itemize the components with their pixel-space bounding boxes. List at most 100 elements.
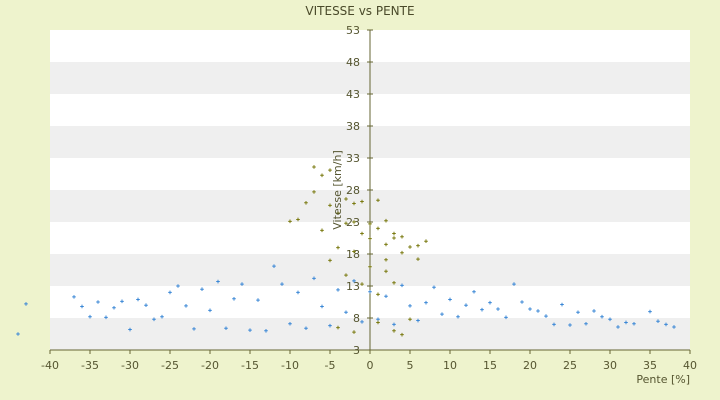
y-tick-label: 43 bbox=[346, 88, 360, 101]
data-point-series-1 bbox=[664, 322, 668, 327]
x-tick-label: 40 bbox=[683, 359, 697, 372]
chart-title: VITESSE vs PENTE bbox=[305, 4, 414, 18]
data-point-series-1 bbox=[536, 309, 540, 313]
data-point-series-1 bbox=[392, 322, 396, 327]
data-point-series-1 bbox=[552, 322, 556, 327]
x-tick-label: -30 bbox=[121, 359, 139, 372]
data-point-series-1 bbox=[16, 332, 20, 336]
data-point-series-2 bbox=[408, 317, 412, 322]
data-point-series-2 bbox=[376, 198, 380, 203]
x-tick-label: 15 bbox=[483, 359, 497, 372]
y-tick-label: 53 bbox=[346, 24, 360, 37]
data-point-series-1 bbox=[584, 321, 588, 326]
data-point-series-1 bbox=[304, 326, 308, 331]
x-tick-label: 35 bbox=[643, 359, 657, 372]
data-point-series-2 bbox=[368, 265, 372, 269]
y-tick-label: 18 bbox=[346, 248, 360, 261]
data-point-series-2 bbox=[384, 269, 388, 274]
data-point-series-2 bbox=[328, 168, 332, 172]
data-point-series-2 bbox=[328, 258, 332, 263]
data-point-series-1 bbox=[656, 319, 660, 323]
x-tick-label: -35 bbox=[81, 359, 99, 372]
x-tick-label: -5 bbox=[325, 359, 336, 372]
data-point-series-1 bbox=[360, 320, 364, 324]
data-point-series-1 bbox=[560, 302, 564, 307]
data-point-series-2 bbox=[392, 329, 396, 333]
data-point-series-1 bbox=[280, 282, 284, 286]
data-point-series-1 bbox=[168, 290, 172, 295]
data-point-series-2 bbox=[384, 257, 388, 262]
x-tick-label: -40 bbox=[41, 359, 59, 372]
data-point-series-1 bbox=[80, 304, 84, 309]
data-point-series-1 bbox=[504, 315, 508, 320]
y-tick-label: 13 bbox=[346, 280, 360, 293]
x-tick-label: 5 bbox=[407, 359, 414, 372]
x-tick-label: 20 bbox=[523, 359, 537, 372]
data-point-series-1 bbox=[496, 307, 500, 311]
data-point-series-1 bbox=[120, 299, 124, 304]
data-point-series-1 bbox=[592, 309, 596, 313]
data-point-series-1 bbox=[104, 315, 108, 320]
data-point-series-1 bbox=[96, 300, 100, 304]
x-axis-label: Pente [%] bbox=[636, 373, 690, 386]
data-point-series-1 bbox=[248, 328, 252, 332]
data-point-series-2 bbox=[384, 218, 388, 223]
data-point-series-2 bbox=[320, 228, 324, 233]
data-point-series-2 bbox=[416, 257, 420, 261]
data-point-series-1 bbox=[232, 297, 236, 301]
data-point-series-1 bbox=[448, 297, 452, 302]
x-tick-label: -20 bbox=[201, 359, 219, 372]
data-point-series-2 bbox=[344, 273, 348, 277]
data-point-series-2 bbox=[368, 236, 372, 241]
data-point-series-2 bbox=[376, 320, 380, 325]
data-point-series-1 bbox=[528, 307, 532, 311]
y-axis-label: Vitesse [km/h] bbox=[331, 150, 344, 230]
x-tick-label: 30 bbox=[603, 359, 617, 372]
data-point-series-1 bbox=[136, 297, 140, 302]
x-tick-label: 0 bbox=[367, 359, 374, 372]
y-tick-label: 28 bbox=[346, 184, 360, 197]
data-point-series-1 bbox=[352, 279, 356, 283]
data-point-series-1 bbox=[488, 300, 492, 305]
data-point-series-1 bbox=[608, 317, 612, 322]
data-point-series-1 bbox=[400, 283, 404, 288]
data-point-series-2 bbox=[400, 332, 404, 337]
data-point-series-1 bbox=[184, 304, 188, 308]
data-point-series-2 bbox=[336, 245, 340, 250]
data-point-series-1 bbox=[600, 314, 604, 319]
data-point-series-2 bbox=[408, 245, 412, 249]
data-point-series-1 bbox=[616, 325, 620, 329]
x-tick-label: -15 bbox=[241, 359, 259, 372]
data-point-series-2 bbox=[336, 211, 340, 215]
data-point-series-1 bbox=[648, 309, 652, 314]
x-tick-label: 10 bbox=[443, 359, 457, 372]
data-point-series-2 bbox=[312, 165, 316, 169]
data-point-series-2 bbox=[392, 281, 396, 285]
data-point-series-1 bbox=[576, 310, 580, 315]
y-tick-label: 48 bbox=[346, 56, 360, 69]
data-point-series-2 bbox=[376, 226, 380, 231]
data-point-series-1 bbox=[152, 317, 156, 322]
data-point-series-1 bbox=[440, 312, 444, 316]
data-point-series-1 bbox=[176, 284, 180, 288]
data-point-series-1 bbox=[344, 310, 348, 315]
data-point-series-1 bbox=[240, 282, 244, 286]
data-point-series-1 bbox=[312, 276, 316, 281]
data-point-series-2 bbox=[352, 249, 356, 254]
data-point-series-2 bbox=[288, 219, 292, 224]
data-point-series-2 bbox=[360, 282, 364, 286]
data-point-series-1 bbox=[456, 314, 460, 319]
data-point-series-1 bbox=[224, 326, 228, 331]
data-point-series-2 bbox=[424, 239, 428, 243]
data-point-series-1 bbox=[480, 307, 484, 312]
data-point-series-1 bbox=[416, 318, 420, 323]
data-point-series-1 bbox=[144, 303, 148, 307]
data-point-series-1 bbox=[624, 320, 628, 325]
data-point-series-2 bbox=[352, 220, 356, 224]
data-point-series-1 bbox=[408, 304, 412, 308]
data-point-series-1 bbox=[216, 279, 220, 284]
data-point-series-2 bbox=[400, 234, 404, 239]
data-point-series-2 bbox=[360, 199, 364, 204]
data-point-series-1 bbox=[264, 329, 268, 333]
data-point-series-2 bbox=[328, 203, 332, 208]
